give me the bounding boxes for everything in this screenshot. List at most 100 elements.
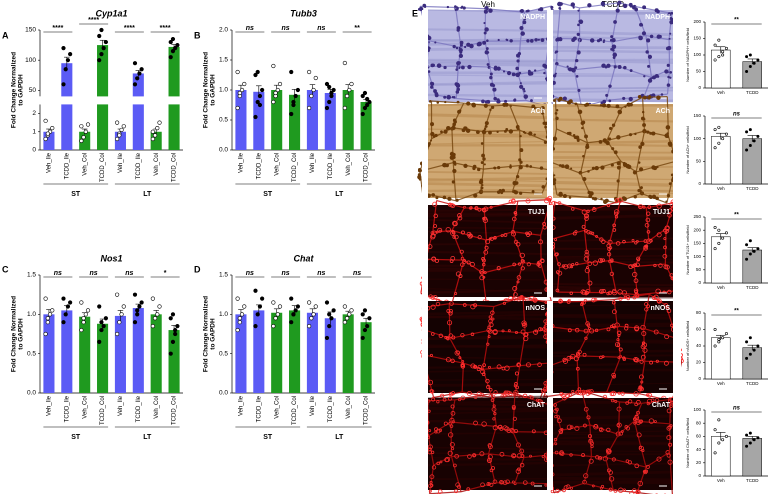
- neuron: [615, 8, 620, 13]
- data-point: [83, 129, 88, 134]
- data-point: [344, 93, 350, 99]
- neuron: [498, 424, 503, 430]
- data-point: [717, 441, 721, 445]
- neuron: [492, 87, 497, 92]
- fiber: [427, 213, 549, 218]
- plexus-strand: [620, 200, 647, 209]
- data-point: [752, 139, 756, 143]
- data-point: [347, 87, 352, 93]
- neuron: [530, 481, 535, 486]
- neuron: [566, 101, 570, 105]
- data-point: [235, 105, 240, 111]
- neuron: [594, 165, 599, 171]
- data-point: [331, 308, 336, 313]
- neuron: [647, 54, 653, 59]
- data-point: [745, 444, 749, 448]
- clip-edge: [422, 104, 428, 198]
- neuron: [433, 213, 438, 219]
- neuron: [603, 39, 606, 42]
- neuron: [481, 421, 487, 427]
- neuron: [480, 369, 486, 375]
- neuron: [653, 420, 657, 423]
- neuron: [543, 140, 548, 144]
- plexus-strand: [493, 296, 524, 308]
- neuron: [433, 224, 438, 228]
- data-point: [713, 43, 717, 47]
- neuron: [452, 221, 458, 227]
- fiber: [552, 283, 674, 287]
- data-point: [132, 292, 138, 297]
- neuron: [455, 46, 459, 50]
- neuron: [449, 151, 455, 157]
- neuron: [577, 9, 580, 12]
- neuron: [556, 418, 562, 424]
- neuron: [477, 207, 482, 212]
- neuron: [560, 451, 565, 456]
- data-point: [721, 236, 725, 240]
- neuron: [636, 432, 642, 438]
- data-point: [342, 320, 347, 325]
- neuron: [570, 2, 576, 7]
- plexus-strand: [560, 2, 580, 9]
- fiber: [427, 417, 549, 422]
- neuron: [486, 63, 490, 66]
- neuron: [487, 454, 493, 460]
- clip-edge: [547, 398, 553, 490]
- plexus-strand: [487, 426, 497, 455]
- neuron: [502, 480, 508, 486]
- data-point: [289, 111, 294, 117]
- neuron: [443, 129, 448, 134]
- data-point: [362, 327, 368, 333]
- neuron: [642, 123, 646, 127]
- y-axis-label: to GAPDH: [210, 74, 217, 106]
- x-tick-label: Veh_Ile: [47, 395, 53, 416]
- data-point: [752, 61, 756, 65]
- data-point: [745, 257, 749, 261]
- neuron: [503, 390, 508, 395]
- x-tick-label: TCDD_Ile: [328, 395, 334, 422]
- neuron: [554, 111, 558, 115]
- data-point: [175, 324, 180, 329]
- data-point: [117, 320, 122, 325]
- neuron: [562, 193, 567, 198]
- data-point: [349, 81, 354, 87]
- neuron: [537, 8, 541, 11]
- neuron: [505, 38, 508, 41]
- neuron: [525, 198, 531, 204]
- neuron: [654, 8, 659, 13]
- plexus-strand: [634, 5, 672, 14]
- neuron: [456, 100, 460, 104]
- significance-label: ns: [125, 270, 133, 277]
- neuron: [457, 215, 463, 221]
- neuron: [666, 408, 672, 414]
- neuron: [513, 211, 517, 215]
- y-axis-label: to GAPDH: [210, 318, 217, 350]
- data-point: [360, 335, 365, 341]
- neuron: [554, 450, 559, 455]
- neuron: [534, 38, 538, 42]
- y-tick-label: 0.5: [219, 350, 228, 357]
- neuron: [574, 425, 580, 431]
- neuron: [512, 216, 517, 222]
- fiber: [552, 322, 674, 328]
- neuron: [433, 89, 437, 93]
- neuron: [655, 196, 659, 201]
- neuron: [469, 261, 475, 267]
- neuron: [559, 392, 564, 396]
- neuron: [600, 165, 605, 170]
- neuron: [670, 11, 674, 15]
- significance-label: ns: [54, 270, 62, 277]
- fiber: [552, 213, 674, 220]
- data-point: [61, 46, 66, 51]
- neuron: [443, 95, 447, 99]
- neuron: [560, 392, 566, 398]
- neuron: [454, 453, 459, 459]
- neuron: [601, 3, 605, 7]
- neuron: [636, 256, 641, 261]
- neuron: [589, 328, 595, 334]
- neuron: [523, 90, 526, 93]
- y-tick-label: 2.0: [219, 27, 228, 34]
- neuron: [638, 161, 641, 164]
- neuron: [593, 298, 598, 302]
- data-point: [293, 308, 298, 313]
